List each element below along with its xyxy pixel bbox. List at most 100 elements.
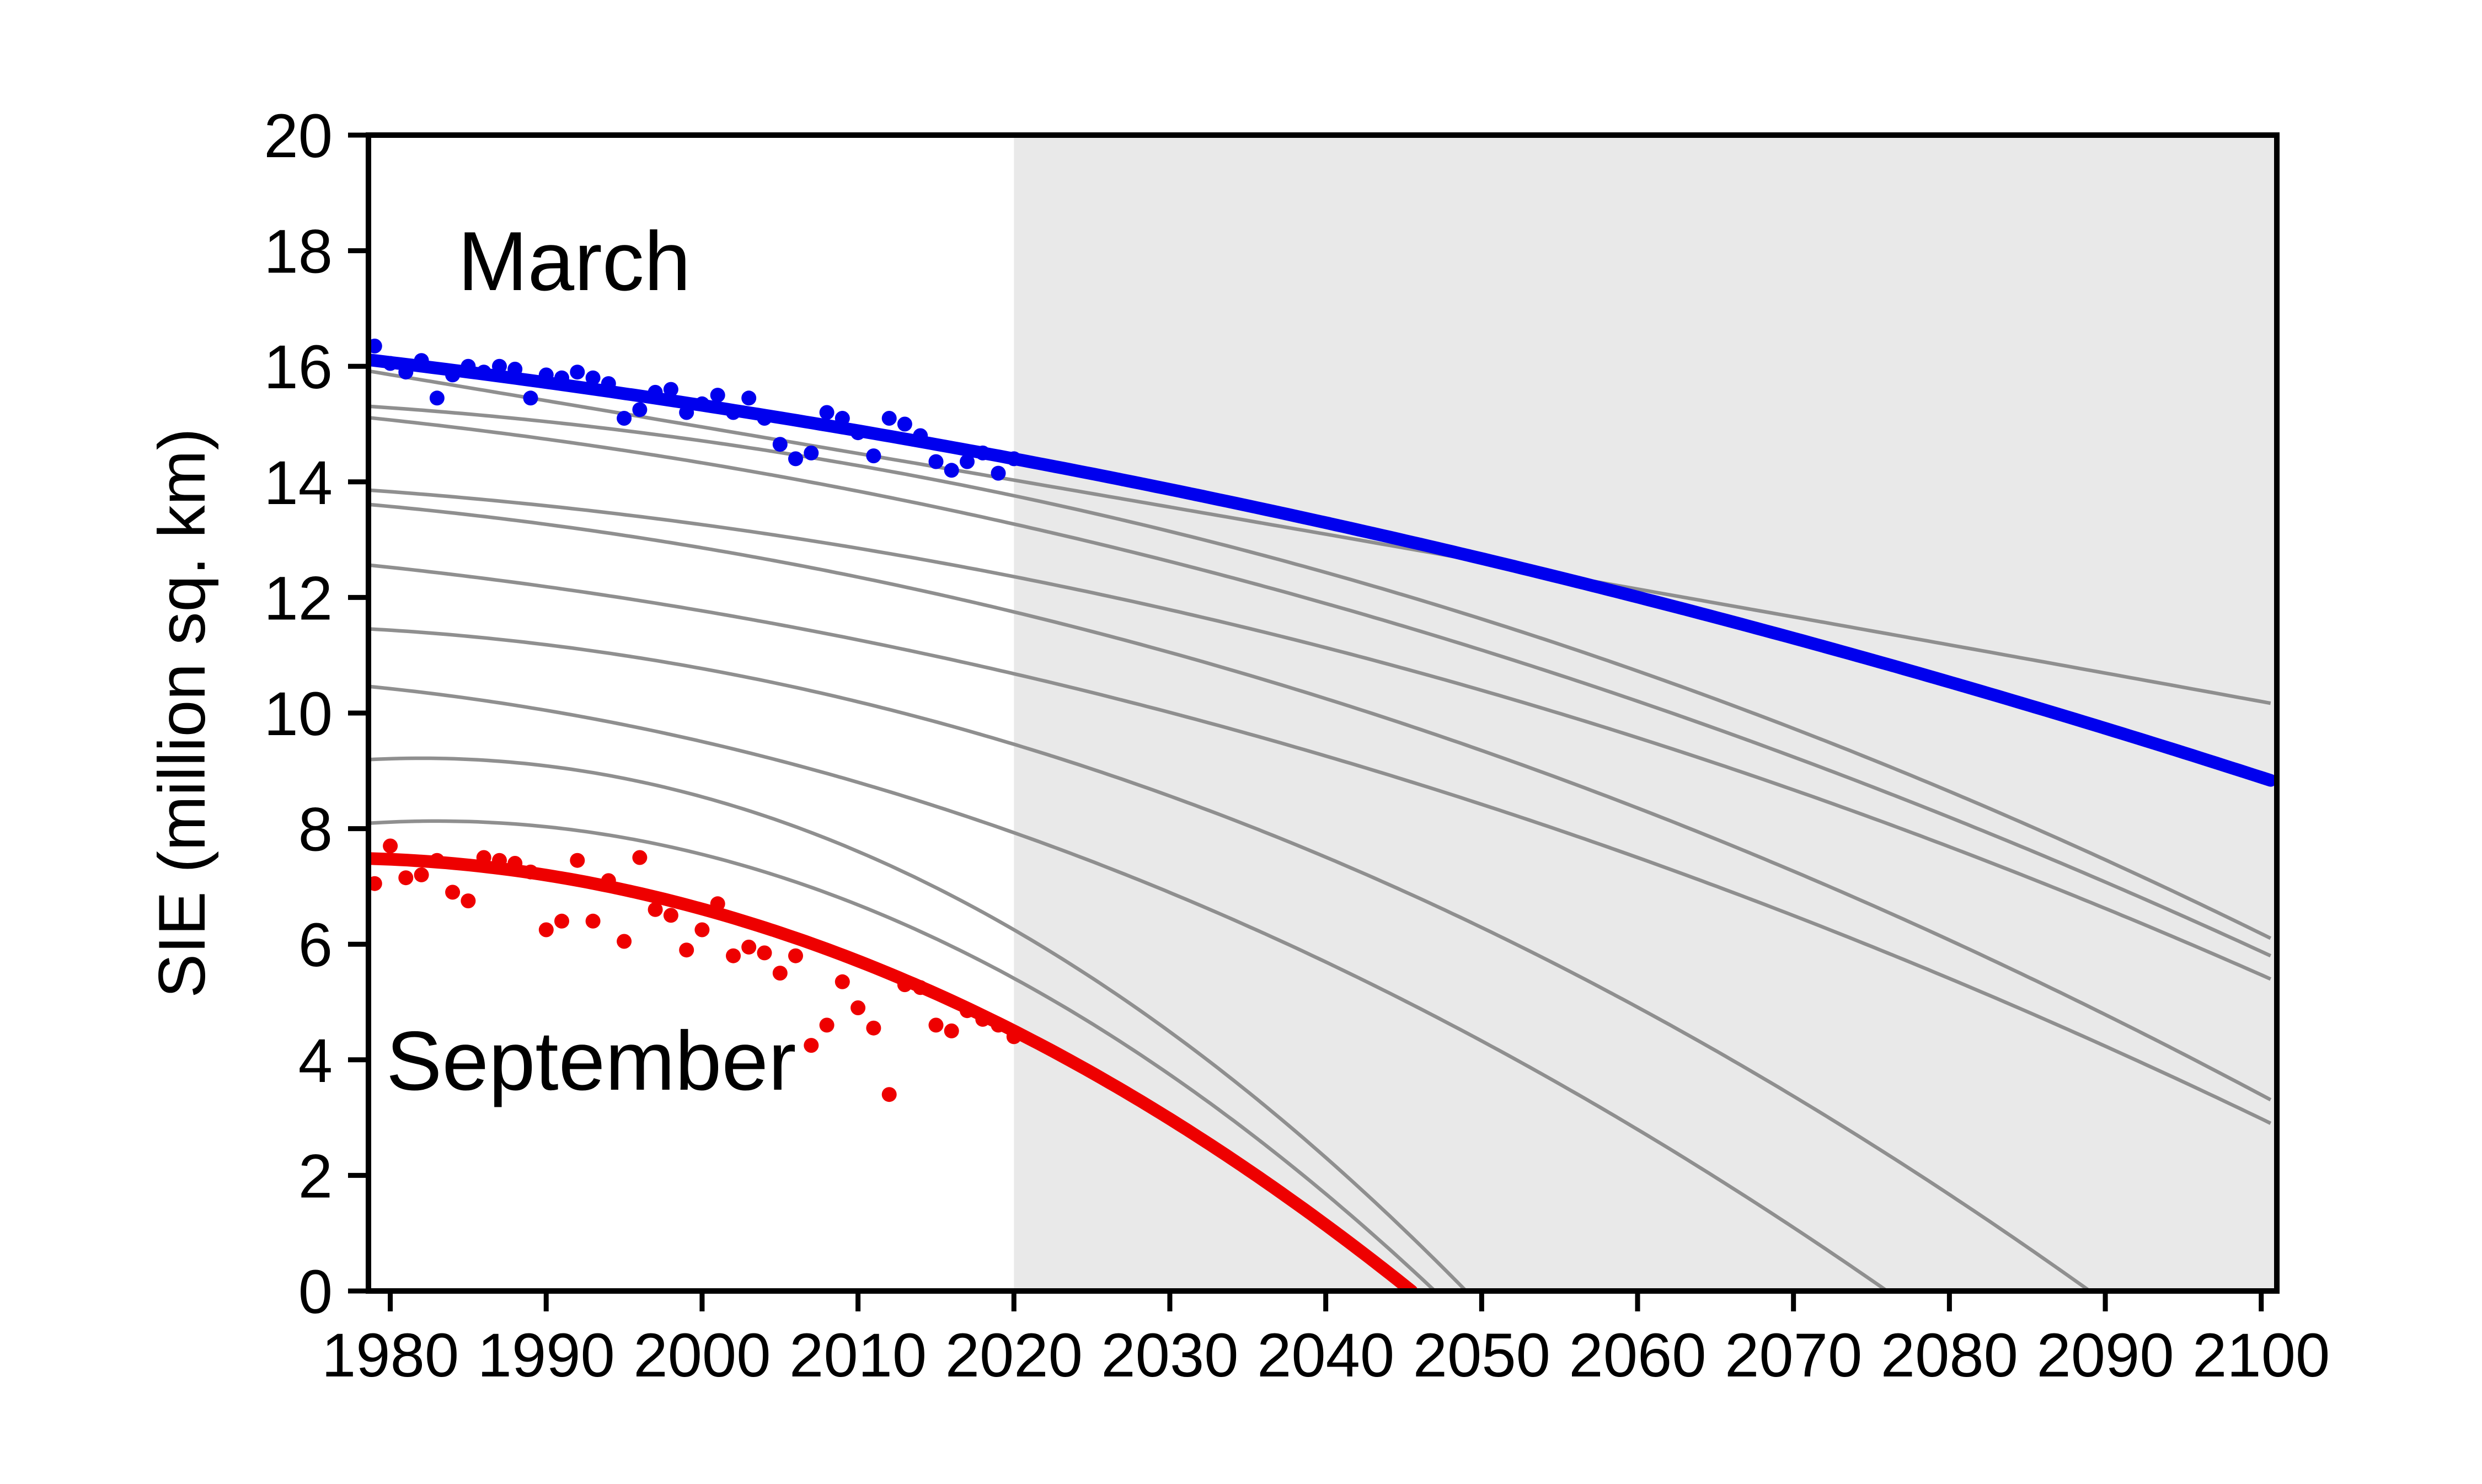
march-data-point [383, 356, 398, 371]
x-tick-label: 1990 [478, 1321, 615, 1390]
september-data-point [492, 853, 507, 868]
september-data-point [741, 939, 757, 955]
model-run-curve [368, 369, 2271, 705]
x-tick-label: 2040 [1257, 1321, 1394, 1390]
model-run-curve [368, 416, 2272, 958]
march-data-point [772, 437, 788, 452]
september-data-point [648, 902, 663, 917]
march-data-point [445, 367, 461, 383]
september-data-point [960, 1003, 975, 1019]
y-tick-label: 4 [298, 1026, 333, 1095]
march-data-point [679, 405, 694, 420]
september-data-point [788, 948, 803, 963]
curves-group [368, 339, 2277, 1291]
september-data-point [975, 1011, 991, 1027]
model-run-curve [368, 488, 2272, 981]
september-data-point [414, 867, 429, 882]
march-data-point [492, 358, 507, 374]
september-data-point [601, 873, 616, 888]
september-data-point [585, 913, 601, 929]
september-data-point [897, 977, 912, 993]
september-data-point [523, 864, 538, 880]
september-data-point [835, 974, 850, 989]
march-series-label: March [458, 215, 691, 308]
x-tick-label: 2020 [945, 1321, 1083, 1390]
march-trend-curve [368, 353, 2277, 787]
plot-frame [366, 132, 2280, 1294]
march-data-point [788, 451, 803, 467]
september-data-point [429, 853, 445, 868]
march-data-point [538, 367, 554, 383]
september-data-point [1006, 1029, 1021, 1044]
march-data-point [975, 445, 991, 460]
march-data-point [960, 454, 975, 469]
march-data-point [881, 411, 897, 426]
march-data-point [835, 411, 850, 426]
x-tick-label: 2060 [1569, 1321, 1706, 1390]
x-tick-label: 2080 [1881, 1321, 2018, 1390]
model-run-curve [368, 756, 1468, 1291]
march-data-point [991, 465, 1006, 481]
model-run-curve [368, 563, 2272, 1125]
september-data-point [476, 850, 491, 865]
march-data-point [648, 384, 663, 400]
x-tick-label: 2030 [1101, 1321, 1238, 1390]
projection-shaded-region [1014, 135, 2277, 1291]
model-run-curve [368, 627, 2091, 1291]
model-run-curve [368, 502, 2272, 1102]
september-data-point [554, 913, 569, 929]
september-data-point [507, 856, 523, 871]
september-data-point [663, 908, 678, 923]
march-data-point [694, 396, 710, 411]
september-data-point [538, 922, 554, 937]
september-data-point [679, 942, 694, 958]
september-data-point [913, 980, 928, 995]
march-data-point [726, 405, 741, 420]
march-data-point [461, 358, 476, 374]
september-data-point [710, 896, 725, 912]
y-tick-label: 12 [264, 564, 333, 633]
march-data-point [757, 411, 772, 426]
model-run-curve [368, 684, 1889, 1291]
model-run-curve [368, 819, 1436, 1291]
y-tick-label: 6 [298, 910, 333, 979]
september-data-point [991, 1017, 1006, 1033]
x-tick-label: 2100 [2192, 1321, 2330, 1390]
y-tick-label: 10 [264, 679, 333, 748]
march-data-point [710, 388, 725, 403]
september-data-point [881, 1087, 897, 1102]
september-data-point [866, 1020, 881, 1036]
march-data-point [928, 454, 944, 469]
march-data-point [850, 425, 866, 441]
model-run-curve [368, 404, 2272, 940]
september-data-point [944, 1023, 959, 1038]
march-data-point [913, 428, 928, 443]
march-data-point [429, 390, 445, 406]
march-data-point [804, 445, 819, 460]
y-axis-title: SIE (million sq. km) [145, 428, 219, 998]
x-tick-label: 2070 [1725, 1321, 1862, 1390]
march-data-point [554, 370, 569, 385]
march-data-point [398, 365, 414, 380]
march-data-point [632, 402, 648, 417]
september-data-point [772, 966, 788, 981]
x-tick-label: 1980 [322, 1321, 459, 1390]
september-series-label: September [386, 1014, 796, 1108]
september-data-point [757, 945, 772, 961]
march-data-point [617, 411, 632, 426]
march-data-point [476, 365, 491, 380]
y-tick-label: 20 [264, 101, 333, 170]
september-data-point [445, 885, 461, 900]
september-data-point [726, 948, 741, 963]
september-data-point [368, 876, 382, 891]
september-data-point [570, 853, 585, 868]
x-tick-label: 2000 [633, 1321, 771, 1390]
march-data-point [663, 382, 678, 397]
y-tick-label: 14 [264, 448, 333, 517]
september-data-point [850, 1000, 866, 1015]
march-data-point [601, 376, 616, 392]
x-tick-label: 2050 [1413, 1321, 1550, 1390]
y-tick-label: 16 [264, 333, 333, 401]
march-data-point [866, 448, 881, 464]
y-tick-label: 0 [298, 1257, 333, 1326]
